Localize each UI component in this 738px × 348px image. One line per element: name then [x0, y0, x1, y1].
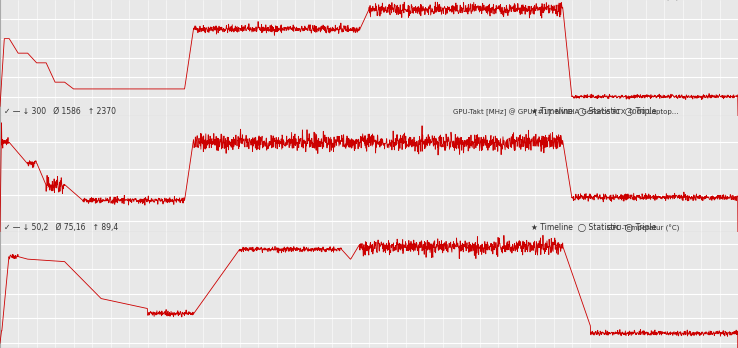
- Text: GPU-Temperatur (°C): GPU-Temperatur (°C): [607, 225, 679, 232]
- Text: ✓ — ↓ 300   Ø 1586   ↑ 2370: ✓ — ↓ 300 Ø 1586 ↑ 2370: [4, 107, 116, 116]
- Text: ✓ — ↓ 50,2   Ø 75,16   ↑ 89,4: ✓ — ↓ 50,2 Ø 75,16 ↑ 89,4: [4, 223, 118, 232]
- Text: GPU-Takt [MHz] @ GPU [#1]: NVIDIA GeForce RTX 4060 Laptop...: GPU-Takt [MHz] @ GPU [#1]: NVIDIA GeForc…: [453, 109, 679, 116]
- Text: ★ Timeline  ◯ Statistic  ◯ Triple: ★ Timeline ◯ Statistic ◯ Triple: [531, 223, 657, 232]
- Text: ★ Timeline  ◯ Statistic  ◯ Triple: ★ Timeline ◯ Statistic ◯ Triple: [531, 107, 657, 116]
